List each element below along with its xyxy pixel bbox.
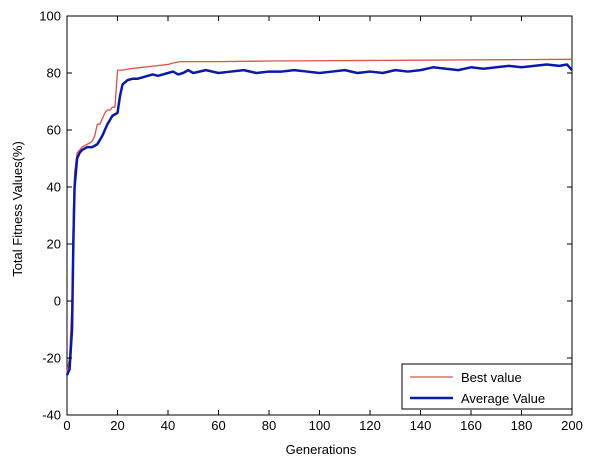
legend-label-best: Best value [461, 370, 522, 385]
x-tick-label: 140 [410, 418, 432, 433]
x-axis-label: Generations [286, 442, 357, 457]
x-tick-label: 60 [211, 418, 225, 433]
series-lines [65, 58, 573, 376]
x-tick-label: 160 [460, 418, 482, 433]
plot-frame [66, 15, 573, 416]
x-tick-label: 100 [309, 418, 331, 433]
x-tick-label: 200 [561, 418, 583, 433]
x-tick-label: 0 [63, 418, 70, 433]
ticks: 0 20 40 60 80 100 120 140 160 180 200 -40 -20 0 20 40 60… [39, 9, 583, 434]
y-tick-label: 80 [47, 66, 61, 81]
y-tick-label: 20 [47, 237, 61, 252]
y-tick-label: 0 [54, 294, 61, 309]
y-tick-label: 100 [39, 9, 61, 24]
x-tick-label: 180 [511, 418, 533, 433]
y-tick-label: 60 [47, 123, 61, 138]
y-axis-label: Total Fitness Values(%) [10, 141, 25, 277]
x-tick-label: 120 [359, 418, 381, 433]
legend-label-average: Average Value [461, 391, 545, 406]
legend-box [401, 363, 573, 410]
legend: Best value Average Value [401, 363, 573, 410]
x-tick-label: 40 [161, 418, 175, 433]
y-tick-label: -20 [42, 351, 61, 366]
series-line-best-value [66, 58, 573, 373]
y-tick-label: 40 [47, 180, 61, 195]
series-line-average-value [65, 63, 573, 376]
x-tick-label: 80 [262, 418, 276, 433]
x-tick-label: 20 [110, 418, 124, 433]
y-tick-label: -40 [42, 408, 61, 423]
axes [66, 15, 573, 416]
